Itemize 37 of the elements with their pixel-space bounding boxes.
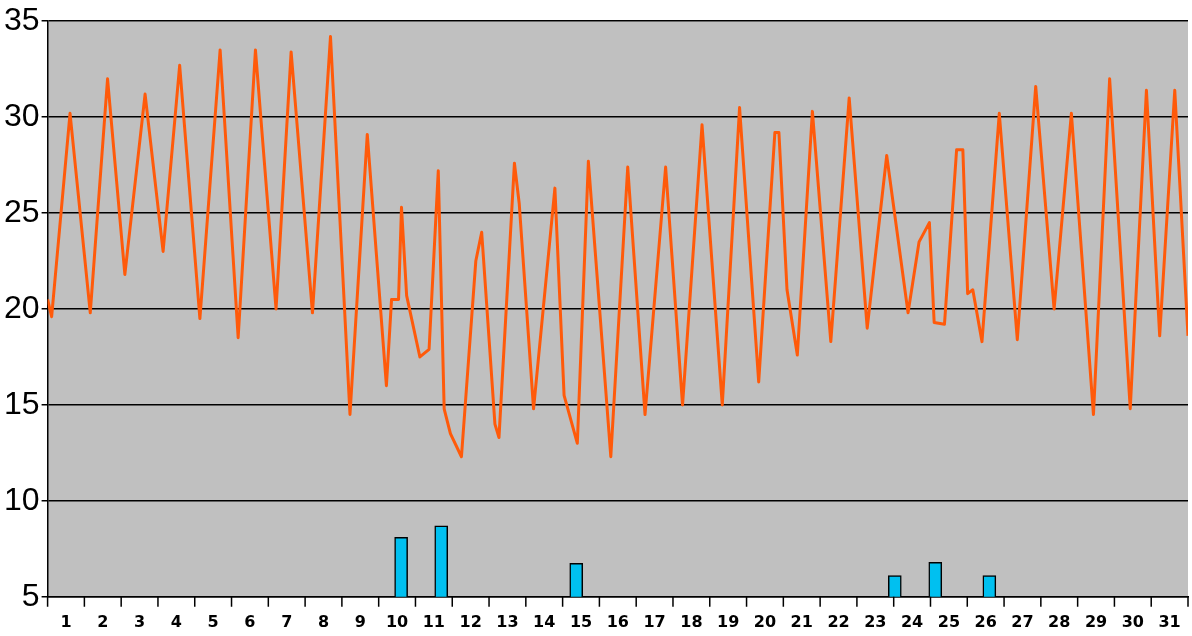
x-tick-label: 17 xyxy=(643,611,666,631)
x-tick-label: 9 xyxy=(354,611,366,631)
x-tick-label: 1 xyxy=(60,611,72,631)
x-tick-label: 28 xyxy=(1048,611,1071,631)
x-tick-label: 24 xyxy=(900,611,924,631)
x-tick-label: 27 xyxy=(1011,611,1034,631)
x-tick-label: 20 xyxy=(753,611,777,631)
x-tick-label: 31 xyxy=(1158,611,1181,631)
y-tick-label: 30 xyxy=(4,96,40,133)
y-tick-label: 25 xyxy=(4,192,40,229)
x-tick-label: 15 xyxy=(569,611,593,631)
y-tick-label: 20 xyxy=(4,288,40,325)
x-tick-label: 18 xyxy=(680,611,703,631)
x-tick-label: 16 xyxy=(606,611,629,631)
x-tick-label: 4 xyxy=(170,611,182,631)
x-tick-label: 25 xyxy=(937,611,961,631)
x-tick-label: 6 xyxy=(244,611,256,631)
x-tick-label: 21 xyxy=(790,611,813,631)
x-tick-label: 29 xyxy=(1084,611,1108,631)
x-tick-label: 7 xyxy=(281,611,293,631)
x-tick-label: 22 xyxy=(827,611,850,631)
x-tick-label: 13 xyxy=(496,611,519,631)
x-tick-label: 3 xyxy=(133,611,146,631)
x-tick-label: 2 xyxy=(97,611,109,631)
x-tick-label: 12 xyxy=(459,611,482,631)
x-tick-label: 23 xyxy=(864,611,887,631)
y-tick-label: 35 xyxy=(4,1,40,38)
y-tick-label: 10 xyxy=(4,480,40,517)
x-tick-label: 19 xyxy=(717,611,740,631)
x-tick-label: 11 xyxy=(422,611,445,631)
y-tick-label: 15 xyxy=(4,384,40,421)
x-tick-label: 30 xyxy=(1121,611,1144,631)
x-tick-label: 26 xyxy=(974,611,997,631)
x-tick-label: 5 xyxy=(207,611,219,631)
x-tick-label: 10 xyxy=(385,611,409,631)
x-tick-label: 14 xyxy=(533,611,556,631)
x-tick-label: 8 xyxy=(317,611,330,631)
